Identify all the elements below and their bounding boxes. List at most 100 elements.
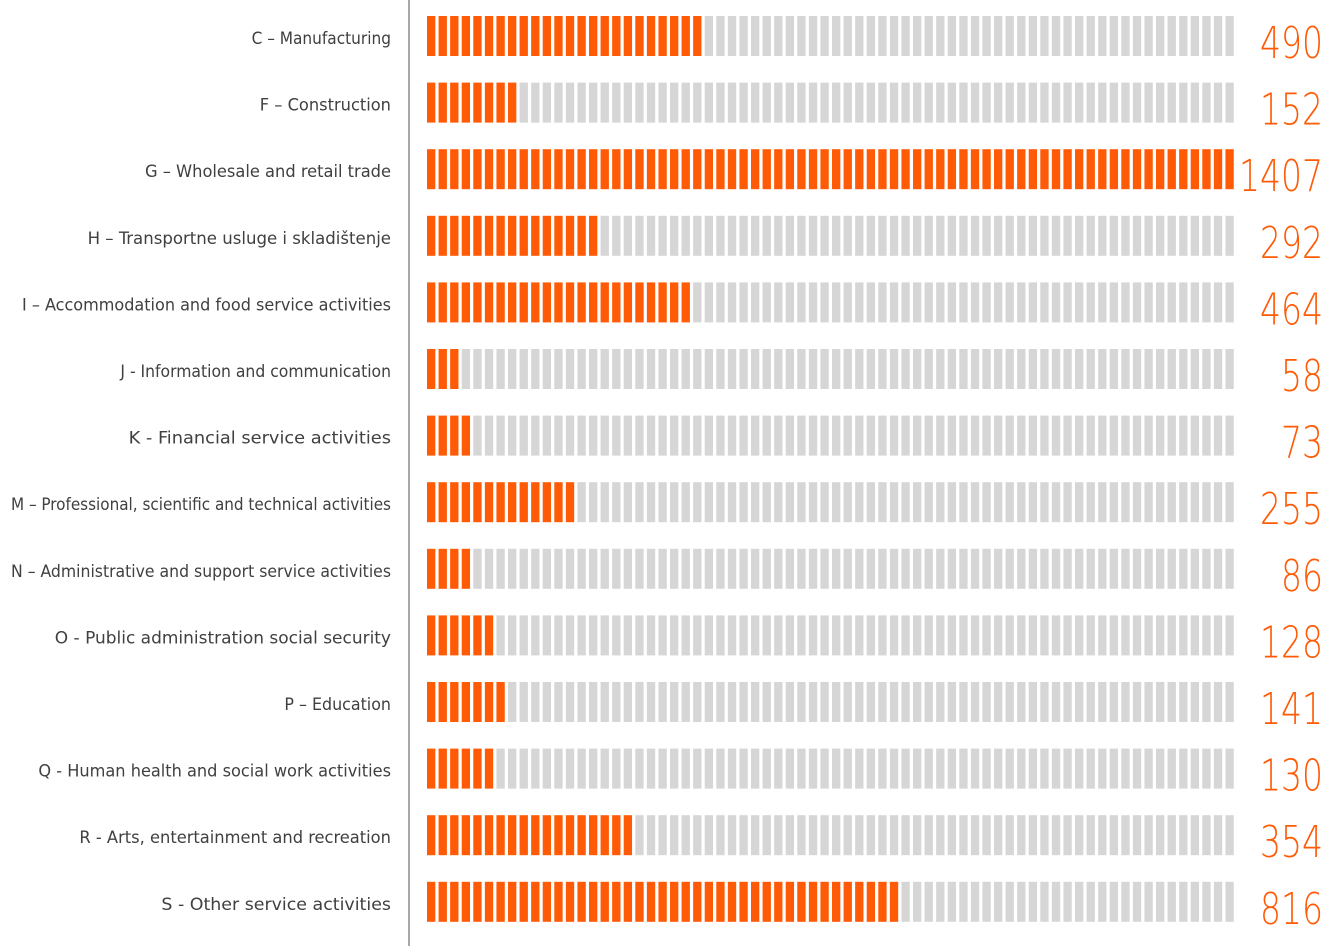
bar-segment-empty [970, 215, 980, 256]
bar-segment-filled [519, 815, 528, 856]
value-label: 1407 [1239, 151, 1323, 202]
bar-segment-empty [739, 548, 748, 589]
bar-segment-filled [450, 149, 459, 190]
bar-segment-filled [565, 149, 575, 190]
bar-segment-empty [901, 748, 910, 789]
bar-segment-empty [1017, 16, 1026, 56]
bar-segment-filled [427, 748, 436, 789]
bar-segment-filled [565, 881, 575, 922]
bar-segment-filled [438, 548, 447, 589]
bar-segment-empty [878, 748, 887, 789]
bar-segment-empty [913, 482, 922, 523]
bar-segment-empty [1075, 748, 1084, 789]
bar-segment-empty [1132, 282, 1142, 323]
bar-segment-empty [889, 349, 899, 389]
bar-segment-empty [832, 415, 841, 456]
bar-segment-filled [554, 815, 563, 856]
bar-segment-empty [554, 548, 563, 589]
bar-segment-empty [1109, 16, 1119, 56]
bar-segment-empty [970, 682, 980, 722]
bar-segment-empty [1109, 349, 1119, 389]
value-label: 141 [1260, 684, 1323, 735]
bar-segment-empty [1144, 82, 1153, 123]
bar-segment-empty [1121, 881, 1130, 922]
bar-segment-empty [913, 82, 922, 123]
bar-segment-empty [681, 615, 690, 656]
bar-segment-filled [473, 149, 482, 190]
bar-segment-empty [785, 215, 795, 256]
bar-segment-empty [1225, 748, 1234, 789]
bar-segment-empty [832, 282, 841, 323]
bar-segment-empty [1075, 349, 1084, 389]
bar-segment-empty [820, 215, 829, 256]
bar-segment-empty [554, 82, 563, 123]
bar-segment-empty [1063, 682, 1072, 722]
bar-segment-empty [1179, 748, 1188, 789]
bar-segment-empty [1190, 282, 1200, 323]
bar-segment-empty [1121, 482, 1130, 523]
bar-segment-filled [716, 149, 725, 190]
bar-row: G – Wholesale and retail trade 1407 [145, 149, 1323, 202]
bar-segment-empty [670, 548, 679, 589]
bar-segment-empty [727, 482, 737, 523]
bar-segment-empty [936, 215, 945, 256]
bar-segment-empty [751, 682, 760, 722]
bar-segment-empty [1167, 815, 1176, 856]
bar-segment-empty [589, 349, 598, 389]
bar-segment-filled [623, 149, 633, 190]
bar-segment-empty [1132, 615, 1142, 656]
bar-row: S - Other service activities 816 [161, 881, 1323, 935]
bar-segment-empty [1040, 82, 1049, 123]
bar-segment-empty [855, 482, 864, 523]
bar-segment-filled [762, 881, 771, 922]
bar-segment-empty [727, 548, 737, 589]
bar-segment-empty [1225, 881, 1234, 922]
bar-segment-empty [1121, 415, 1130, 456]
bar-segment-empty [508, 682, 517, 722]
bar-segment-empty [994, 282, 1003, 323]
bar-segment-filled [427, 615, 436, 656]
bar-segment-empty [623, 215, 633, 256]
bar-segment-empty [1051, 415, 1061, 456]
bar-segment-filled [901, 149, 910, 190]
bar-segment-empty [901, 215, 910, 256]
bar-segment-empty [670, 615, 679, 656]
bar-segment-empty [1132, 815, 1142, 856]
category-label: K - Financial service activities [129, 429, 391, 449]
bar-segment-empty [1132, 682, 1142, 722]
bar-segment-empty [797, 215, 806, 256]
bar-segment-empty [693, 548, 702, 589]
bar-segment-filled [508, 215, 517, 256]
bar-segment-empty [1179, 349, 1188, 389]
bar-segment-empty [994, 682, 1003, 722]
bar-segment-filled [1225, 149, 1234, 190]
bar-segment-filled [565, 482, 575, 523]
bar-segment-filled [658, 149, 667, 190]
bar-segment-empty [1202, 349, 1211, 389]
bar-segment-empty [1156, 349, 1165, 389]
bar-segment-empty [1225, 349, 1234, 389]
bar-segment-empty [889, 16, 899, 56]
bar-segment-empty [1109, 415, 1119, 456]
bar-segment-filled [427, 16, 436, 56]
bar-segment-empty [1005, 815, 1014, 856]
bar-segment-empty [727, 349, 737, 389]
bar-segment-empty [1063, 82, 1072, 123]
bar-segment-empty [1202, 82, 1211, 123]
bar-segment-empty [924, 748, 933, 789]
bar-segment-empty [519, 349, 528, 389]
bar-segment-empty [693, 349, 702, 389]
bar-segment-empty [901, 82, 910, 123]
bar-segment-empty [1005, 881, 1014, 922]
bar-segment-empty [542, 748, 552, 789]
bar-segment-filled [496, 16, 505, 56]
bar-segment-empty [600, 682, 609, 722]
bar-segment-empty [913, 748, 922, 789]
bar-segment-empty [484, 349, 494, 389]
bar-segment-empty [1063, 215, 1072, 256]
bar-row: R - Arts, entertainment and recreation 35… [79, 815, 1323, 868]
bar-segment-empty [1190, 482, 1200, 523]
bar-segment-empty [554, 349, 563, 389]
bar-segment-empty [658, 548, 667, 589]
bar-segment-empty [727, 815, 737, 856]
